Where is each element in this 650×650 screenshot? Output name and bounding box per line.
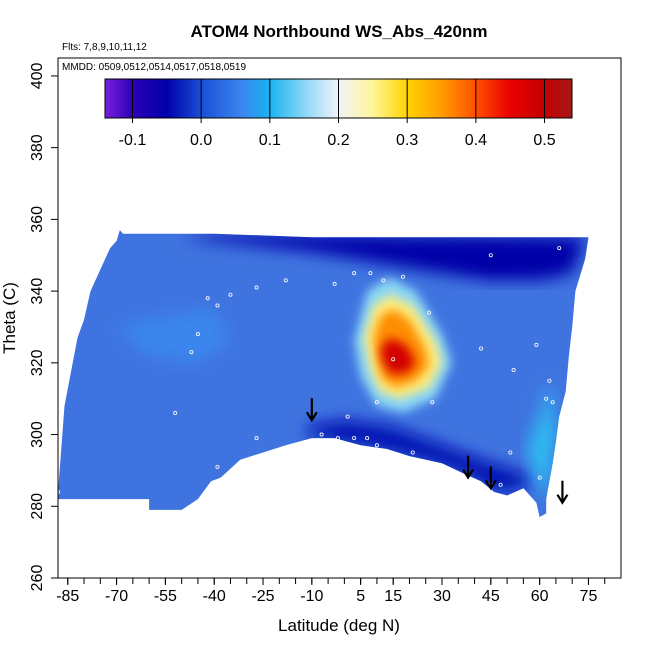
colorbar-tick-label: -0.1 [119,132,147,149]
sample-point [215,303,220,308]
cyan-column-east [526,380,556,500]
x-tick-label: -10 [300,588,323,605]
data-envelope [58,230,589,517]
y-axis-label: Theta (C) [0,282,19,354]
sample-point [426,310,431,315]
sample-point [479,346,484,351]
sample-point [534,342,539,347]
sample-point [488,253,493,258]
plot-frame [57,57,622,579]
y-tick-label: 300 [29,421,46,448]
sample-points [56,246,562,494]
y-tick-label: 260 [29,565,46,592]
sample-point [368,271,373,276]
plot-area [56,230,589,517]
colorbar-tick-label: 0.4 [465,132,487,149]
colorbar-tick-label: 0.2 [327,132,349,149]
southern-lighter-patch [116,309,231,363]
field-features [116,233,586,500]
sample-point [254,285,259,290]
sample-point [374,443,379,448]
sample-point [557,246,562,251]
dates-label: MMDD: 0509,0512,0514,0517,0518,0519 [62,62,246,73]
sample-point [537,475,542,480]
flight-arrow [556,480,569,505]
x-tick-label: 30 [433,588,451,605]
colorbar-tick-label: 0.1 [259,132,281,149]
sample-point [547,378,552,383]
upper-dark-band [181,233,586,281]
x-axis: -85 -70 -55 -40 -25 -10 5 15 30 45 60 75 [56,578,606,605]
sample-point [173,411,178,416]
x-tick-label: 75 [580,588,598,605]
x-tick-label: -40 [203,588,226,605]
sample-point [508,450,513,455]
flights-label: Flts: 7,8,9,10,11,12 [62,42,147,53]
flight-arrow [305,398,318,423]
sample-point [374,400,379,405]
colorbar: -0.1 0.0 0.1 0.2 0.3 0.4 0.5 [104,78,573,149]
sample-point [345,414,350,419]
sample-point [195,332,200,337]
sample-point [283,278,288,283]
sample-point [400,274,405,279]
aerosol-plume-peak [380,337,416,374]
sample-point [228,292,233,297]
x-tick-label: -70 [105,588,128,605]
sample-point [391,357,396,362]
y-tick-label: 400 [29,62,46,89]
x-tick-label: -25 [251,588,274,605]
colorbar-tick-label: 0.5 [533,132,555,149]
sample-point [498,482,503,487]
sample-point [352,271,357,276]
x-tick-label: 5 [356,588,365,605]
flight-arrows [305,398,569,505]
colorbar-tick-label: 0.3 [396,132,418,149]
sample-point [215,464,220,469]
sample-point [544,396,549,401]
sample-point [381,278,386,283]
sample-point [410,450,415,455]
sample-point [189,350,194,355]
x-tick-label: 15 [384,588,402,605]
x-tick-label: -85 [56,588,79,605]
flight-arrow [484,466,497,491]
y-tick-label: 280 [29,493,46,520]
sample-point [430,400,435,405]
x-tick-label: -55 [154,588,177,605]
x-axis-label: Latitude (deg N) [278,616,400,635]
sample-point [205,296,210,301]
y-tick-label: 360 [29,206,46,233]
sample-point [69,350,74,355]
sample-point [365,436,370,441]
y-tick-label: 320 [29,349,46,376]
flight-arrow [462,455,474,480]
x-tick-label: 60 [531,588,549,605]
y-tick-label: 340 [29,278,46,305]
sample-point [319,432,324,437]
sample-point [332,281,337,286]
colorbar-tick-label: 0.0 [190,132,212,149]
lower-dark-band [305,420,534,492]
sample-point [352,436,357,441]
sample-point [335,436,340,441]
y-axis: 260 280 300 320 340 360 380 400 [29,62,58,591]
x-tick-label: 45 [482,588,500,605]
sample-point [254,436,259,441]
y-tick-label: 380 [29,134,46,161]
sample-point [511,367,516,372]
sample-point [550,400,555,405]
chart-title: ATOM4 Northbound WS_Abs_420nm [191,22,488,41]
